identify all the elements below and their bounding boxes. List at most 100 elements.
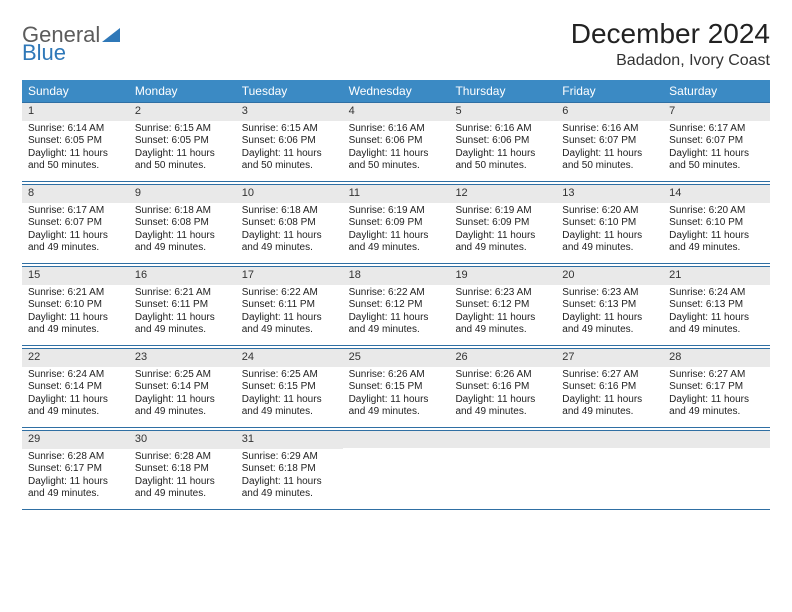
month-title: December 2024 xyxy=(571,18,770,50)
daylight-text: and 49 minutes. xyxy=(455,406,550,419)
day-number: 30 xyxy=(129,431,236,449)
daylight-text: Daylight: 11 hours xyxy=(242,394,337,407)
day-body: Sunrise: 6:15 AMSunset: 6:05 PMDaylight:… xyxy=(129,121,236,177)
sunset-text: Sunset: 6:10 PM xyxy=(28,299,123,312)
day-cell: 6Sunrise: 6:16 AMSunset: 6:07 PMDaylight… xyxy=(556,103,663,181)
sunrise-text: Sunrise: 6:26 AM xyxy=(455,369,550,382)
daylight-text: and 49 minutes. xyxy=(562,406,657,419)
day-number: 27 xyxy=(556,349,663,367)
day-body: Sunrise: 6:28 AMSunset: 6:18 PMDaylight:… xyxy=(129,449,236,505)
daylight-text: Daylight: 11 hours xyxy=(455,312,550,325)
daylight-text: and 49 minutes. xyxy=(669,406,764,419)
sunrise-text: Sunrise: 6:15 AM xyxy=(135,123,230,136)
daylight-text: and 50 minutes. xyxy=(562,160,657,173)
daylight-text: Daylight: 11 hours xyxy=(135,476,230,489)
daylight-text: Daylight: 11 hours xyxy=(135,148,230,161)
day-cell: 3Sunrise: 6:15 AMSunset: 6:06 PMDaylight… xyxy=(236,103,343,181)
day-cell: 17Sunrise: 6:22 AMSunset: 6:11 PMDayligh… xyxy=(236,267,343,345)
day-number: 4 xyxy=(343,103,450,121)
daylight-text: Daylight: 11 hours xyxy=(455,148,550,161)
calendar: Sunday Monday Tuesday Wednesday Thursday… xyxy=(22,80,770,510)
sunrise-text: Sunrise: 6:15 AM xyxy=(242,123,337,136)
sunset-text: Sunset: 6:16 PM xyxy=(455,381,550,394)
sunset-text: Sunset: 6:13 PM xyxy=(669,299,764,312)
day-cell: 4Sunrise: 6:16 AMSunset: 6:06 PMDaylight… xyxy=(343,103,450,181)
daylight-text: and 50 minutes. xyxy=(455,160,550,173)
sunset-text: Sunset: 6:06 PM xyxy=(242,135,337,148)
daylight-text: and 49 minutes. xyxy=(669,242,764,255)
sunrise-text: Sunrise: 6:23 AM xyxy=(455,287,550,300)
daylight-text: Daylight: 11 hours xyxy=(242,476,337,489)
day-cell: 24Sunrise: 6:25 AMSunset: 6:15 PMDayligh… xyxy=(236,349,343,427)
sunset-text: Sunset: 6:08 PM xyxy=(135,217,230,230)
day-body xyxy=(449,448,556,454)
sunrise-text: Sunrise: 6:22 AM xyxy=(242,287,337,300)
day-cell: 20Sunrise: 6:23 AMSunset: 6:13 PMDayligh… xyxy=(556,267,663,345)
sunset-text: Sunset: 6:11 PM xyxy=(135,299,230,312)
day-body: Sunrise: 6:28 AMSunset: 6:17 PMDaylight:… xyxy=(22,449,129,505)
day-number: 9 xyxy=(129,185,236,203)
sunrise-text: Sunrise: 6:25 AM xyxy=(135,369,230,382)
logo-sail-icon xyxy=(102,22,122,47)
day-cell: 26Sunrise: 6:26 AMSunset: 6:16 PMDayligh… xyxy=(449,349,556,427)
day-body: Sunrise: 6:27 AMSunset: 6:16 PMDaylight:… xyxy=(556,367,663,423)
sunrise-text: Sunrise: 6:27 AM xyxy=(562,369,657,382)
daylight-text: Daylight: 11 hours xyxy=(669,148,764,161)
day-cell: 8Sunrise: 6:17 AMSunset: 6:07 PMDaylight… xyxy=(22,185,129,263)
day-body: Sunrise: 6:23 AMSunset: 6:13 PMDaylight:… xyxy=(556,285,663,341)
daylight-text: Daylight: 11 hours xyxy=(349,230,444,243)
day-number: 3 xyxy=(236,103,343,121)
sunrise-text: Sunrise: 6:26 AM xyxy=(349,369,444,382)
sunrise-text: Sunrise: 6:21 AM xyxy=(28,287,123,300)
day-number: 29 xyxy=(22,431,129,449)
sunrise-text: Sunrise: 6:17 AM xyxy=(28,205,123,218)
daylight-text: Daylight: 11 hours xyxy=(349,312,444,325)
day-number xyxy=(343,431,450,448)
day-cell: 14Sunrise: 6:20 AMSunset: 6:10 PMDayligh… xyxy=(663,185,770,263)
day-number: 20 xyxy=(556,267,663,285)
day-number: 15 xyxy=(22,267,129,285)
day-cell: 11Sunrise: 6:19 AMSunset: 6:09 PMDayligh… xyxy=(343,185,450,263)
sunset-text: Sunset: 6:18 PM xyxy=(135,463,230,476)
daylight-text: and 49 minutes. xyxy=(135,242,230,255)
day-header-sat: Saturday xyxy=(663,80,770,102)
daylight-text: and 49 minutes. xyxy=(455,242,550,255)
day-body: Sunrise: 6:26 AMSunset: 6:16 PMDaylight:… xyxy=(449,367,556,423)
day-number xyxy=(556,431,663,448)
day-body: Sunrise: 6:18 AMSunset: 6:08 PMDaylight:… xyxy=(236,203,343,259)
day-number: 16 xyxy=(129,267,236,285)
day-cell: 16Sunrise: 6:21 AMSunset: 6:11 PMDayligh… xyxy=(129,267,236,345)
sunrise-text: Sunrise: 6:17 AM xyxy=(669,123,764,136)
day-body: Sunrise: 6:22 AMSunset: 6:12 PMDaylight:… xyxy=(343,285,450,341)
day-cell: 2Sunrise: 6:15 AMSunset: 6:05 PMDaylight… xyxy=(129,103,236,181)
daylight-text: Daylight: 11 hours xyxy=(28,148,123,161)
daylight-text: and 49 minutes. xyxy=(562,242,657,255)
day-cell: 27Sunrise: 6:27 AMSunset: 6:16 PMDayligh… xyxy=(556,349,663,427)
day-number: 8 xyxy=(22,185,129,203)
title-block: December 2024 Badadon, Ivory Coast xyxy=(571,18,770,70)
day-body: Sunrise: 6:18 AMSunset: 6:08 PMDaylight:… xyxy=(129,203,236,259)
day-body: Sunrise: 6:14 AMSunset: 6:05 PMDaylight:… xyxy=(22,121,129,177)
daylight-text: and 49 minutes. xyxy=(135,488,230,501)
calendar-header-row: Sunday Monday Tuesday Wednesday Thursday… xyxy=(22,80,770,102)
day-cell xyxy=(556,431,663,509)
day-cell: 7Sunrise: 6:17 AMSunset: 6:07 PMDaylight… xyxy=(663,103,770,181)
day-cell: 12Sunrise: 6:19 AMSunset: 6:09 PMDayligh… xyxy=(449,185,556,263)
sunset-text: Sunset: 6:15 PM xyxy=(242,381,337,394)
daylight-text: and 50 minutes. xyxy=(669,160,764,173)
day-number: 2 xyxy=(129,103,236,121)
calendar-body: 1Sunrise: 6:14 AMSunset: 6:05 PMDaylight… xyxy=(22,102,770,510)
daylight-text: and 49 minutes. xyxy=(28,406,123,419)
daylight-text: and 49 minutes. xyxy=(28,324,123,337)
day-body: Sunrise: 6:26 AMSunset: 6:15 PMDaylight:… xyxy=(343,367,450,423)
day-body: Sunrise: 6:19 AMSunset: 6:09 PMDaylight:… xyxy=(343,203,450,259)
day-body xyxy=(343,448,450,454)
sunrise-text: Sunrise: 6:27 AM xyxy=(669,369,764,382)
day-header-fri: Friday xyxy=(556,80,663,102)
daylight-text: and 49 minutes. xyxy=(349,242,444,255)
daylight-text: and 50 minutes. xyxy=(135,160,230,173)
sunrise-text: Sunrise: 6:18 AM xyxy=(135,205,230,218)
day-number: 13 xyxy=(556,185,663,203)
day-number: 1 xyxy=(22,103,129,121)
daylight-text: and 50 minutes. xyxy=(28,160,123,173)
